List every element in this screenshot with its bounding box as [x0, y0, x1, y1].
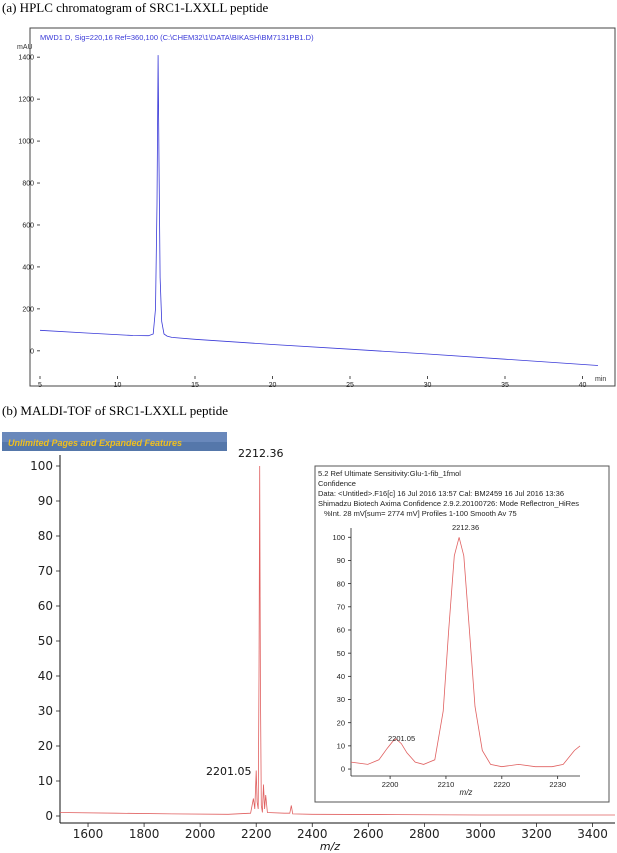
inset-y-tick-label: 0: [341, 765, 345, 774]
maldi-x-tick-label: 3400: [577, 827, 608, 841]
maldi-peak-label-minor: 2201.05: [206, 765, 252, 778]
hplc-y-label: mAU: [17, 44, 33, 51]
hplc-frame: [29, 27, 616, 387]
maldi-y-tick-label: 80: [38, 529, 53, 543]
inset-x-tick-label: 2200: [382, 780, 399, 789]
banner-text: Unlimited Pages and Expanded Features: [8, 438, 182, 448]
hplc-x-tick-label: 5: [38, 382, 42, 389]
inset-header-line-5: %Int. 28 mV[sum= 2774 mV] Profiles 1-100…: [324, 509, 517, 518]
maldi-x-tick-label: 3000: [465, 827, 496, 841]
maldi-x-label: m/z: [320, 840, 340, 853]
maldi-y-tick-label: 20: [38, 739, 53, 753]
maldi-x-tick-label: 1800: [129, 827, 160, 841]
maldi-x-tick-label: 2600: [353, 827, 384, 841]
inset-y-tick-label: 80: [337, 579, 345, 588]
inset-series-line: [350, 537, 581, 768]
maldi-chart: Unlimited Pages and Expanded Features 16…: [2, 432, 615, 853]
maldi-x-tick-label: 2400: [297, 827, 328, 841]
maldi-x-tick-label: 1600: [73, 827, 104, 841]
maldi-series-line: [59, 465, 615, 816]
hplc-y-tick-label: 200: [22, 306, 34, 313]
maldi-x-tick-label: 2800: [409, 827, 440, 841]
maldi-y-tick-label: 90: [38, 494, 53, 508]
maldi-x-tick-label: 2000: [185, 827, 216, 841]
hplc-series-line: [39, 55, 599, 366]
maldi-y-tick-label: 100: [30, 459, 53, 473]
inset-y-tick-label: 70: [337, 602, 345, 611]
inset-header-line-1: 5.2 Ref Ultimate Sensitivity:Glu-1-fib_1…: [318, 469, 461, 478]
maldi-y-tick-label: 10: [38, 774, 53, 788]
caption-maldi: (b) MALDI-TOF of SRC1-LXXLL peptide: [2, 403, 229, 418]
maldi-y-tick-label: 30: [38, 704, 53, 718]
inset-peak-label-main: 2212.36: [452, 523, 479, 532]
hplc-x-tick-label: 10: [114, 382, 122, 389]
inset-y-tick-label: 20: [337, 718, 345, 727]
inset-y-tick-label: 50: [337, 649, 345, 658]
hplc-y-tick-label: 1400: [18, 55, 34, 62]
inset-y-tick-label: 40: [337, 672, 345, 681]
inset-x-label: m/z: [460, 788, 473, 797]
hplc-header: MWD1 D, Sig=220,16 Ref=360,100 (C:\CHEM3…: [40, 33, 314, 42]
maldi-inset: 5.2 Ref Ultimate Sensitivity:Glu-1-fib_1…: [314, 465, 610, 803]
inset-header-line-4: Shimadzu Biotech Axima Confidence 2.9.2.…: [318, 499, 579, 508]
hplc-y-tick-label: 600: [22, 222, 34, 229]
maldi-y-tick-label: 50: [38, 634, 53, 648]
hplc-y-tick-label: 800: [22, 180, 34, 187]
inset-x-tick-label: 2230: [549, 780, 566, 789]
inset-frame: [314, 465, 610, 803]
hplc-x-label: min: [595, 376, 606, 383]
inset-x-tick-label: 2220: [493, 780, 510, 789]
maldi-y-tick-label: 40: [38, 669, 53, 683]
inset-x-tick-label: 2210: [438, 780, 455, 789]
hplc-chart: MWD1 D, Sig=220,16 Ref=360,100 (C:\CHEM3…: [17, 27, 616, 389]
maldi-x-tick-label: 3200: [521, 827, 552, 841]
hplc-y-tick-label: 1000: [18, 139, 34, 146]
inset-y-tick-label: 10: [337, 741, 345, 750]
maldi-y-tick-label: 60: [38, 599, 53, 613]
hplc-x-tick-label: 25: [346, 382, 354, 389]
inset-peak-label-minor: 2201.05: [388, 734, 415, 743]
inset-y-tick-label: 100: [332, 533, 345, 542]
inset-y-tick-label: 30: [337, 695, 345, 704]
maldi-x-tick-label: 2200: [241, 827, 272, 841]
inset-header-line-3: Data: <Untitled>.F16[c] 16 Jul 2016 13:5…: [318, 489, 564, 498]
maldi-y-tick-label: 0: [45, 809, 53, 823]
hplc-x-tick-label: 15: [191, 382, 199, 389]
inset-header-line-2: Confidence: [318, 479, 356, 488]
hplc-x-tick-label: 30: [424, 382, 432, 389]
maldi-peak-label-main: 2212.36: [238, 447, 284, 460]
hplc-y-tick-label: 400: [22, 264, 34, 271]
hplc-x-tick-label: 40: [579, 382, 587, 389]
banner-highlight: [2, 432, 227, 442]
inset-y-tick-label: 60: [337, 626, 345, 635]
hplc-y-tick-label: 0: [30, 348, 34, 355]
hplc-y-tick-label: 1200: [18, 97, 34, 104]
hplc-x-tick-label: 35: [501, 382, 509, 389]
inset-y-tick-label: 90: [337, 556, 345, 565]
hplc-x-tick-label: 20: [269, 382, 277, 389]
maldi-y-tick-label: 70: [38, 564, 53, 578]
caption-hplc: (a) HPLC chromatogram of SRC1-LXXLL pept…: [2, 0, 269, 15]
